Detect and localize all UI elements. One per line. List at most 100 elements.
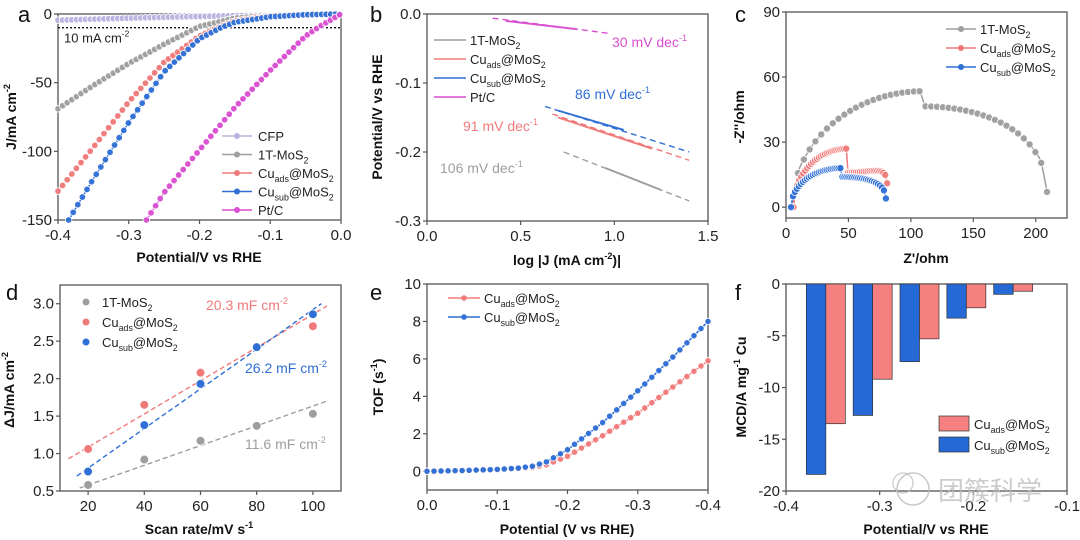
bar-sub_bar [946,283,967,319]
label-part: 106 mV dec [440,160,515,176]
data-point [195,367,206,378]
data-point [266,66,275,74]
data-point [811,137,820,146]
data-point [915,87,924,96]
y-tick-label: 1.0 [33,446,54,463]
y-tick-label: 4 [413,388,421,405]
data-point [627,393,635,401]
label-part: @MoS [501,71,541,86]
data-point [570,440,579,448]
series-sub [423,317,712,475]
data-point [786,203,795,212]
bar-ads_bar [919,283,940,340]
wechat-icon [896,472,930,506]
data-point [683,372,691,381]
label-part: 2 [148,303,153,313]
data-point [152,79,160,88]
label-part: 1T-MoS [102,295,148,310]
data-point [697,362,705,370]
label-part: Cu [980,60,997,75]
x-tick-label: -0.4 [773,498,799,515]
bar-ads_bar [825,283,846,425]
y-axis-label: TOF (s-1) [369,359,386,416]
data-point [151,202,160,210]
data-point [92,170,100,178]
y-tick-label: 60 [763,69,780,86]
label-sup: -1 [245,520,253,530]
data-point [137,84,145,93]
data-point [1037,158,1046,167]
y-tick-label: -50 [30,75,52,92]
legend-marker [82,338,90,346]
x-tick-label: -0.3 [625,497,651,514]
x-tick-label: 0 [782,225,790,242]
y-tick-label: 0 [772,199,780,216]
data-point [83,466,93,477]
series-mos2 [54,10,343,113]
data-point [68,170,76,178]
panel-f: -0.4 -0.3 -0.2 -0.10-5-10-15-20fCuads@MoS2C… [732,276,1080,537]
legend-label: Cuads@MoS2 [974,417,1050,435]
data-point [147,209,155,217]
y-tick-label: -10 [758,380,780,397]
label-part: 91 mV dec [463,118,530,134]
watermark: 团簇科学 [892,472,1042,506]
data-point [1043,187,1052,196]
data-point [101,155,110,164]
legend-swatch-marker [461,295,467,301]
label-part: ads [997,49,1012,59]
data-point [881,194,890,203]
label-part: 2 [1045,446,1050,456]
bar-ads_bar [1012,283,1034,292]
data-point [577,444,586,452]
legend-marker [82,298,90,306]
data-point [613,423,621,431]
tafel-slope-label: 30 mV dec-1 [612,33,687,50]
data-point [150,69,159,77]
data-point [230,104,238,113]
series-ads: 20.3 mF cm-2 [68,296,328,460]
tafel-line [557,116,653,150]
y-tick-label: 8 [413,313,421,330]
y-tick-label: 0 [413,463,421,480]
y-tick-label: 2 [413,426,421,443]
label-part: @MoS [515,310,555,325]
label-part: Cu [258,166,275,181]
fit-line [552,113,690,161]
label-part: Cu [980,41,997,56]
y-tick-label: 2.0 [33,371,54,388]
label-part: Pt/C [258,203,283,218]
label-part: J/mA cm [3,92,19,150]
y-tick-label: 30 [763,134,780,151]
x-tick-label: -0.4 [45,227,71,244]
panel-letter: c [735,2,746,27]
label-part: 2 [516,41,521,51]
panel-a: -0.4 -0.3 -0.2 -0.1 0.0 0 -50 -100 -150 a 10 mA cm… [2,2,351,265]
label-sup: -2 [0,352,10,360]
y-axis-label: J/mA cm-2 [2,84,19,150]
legend-label: Pt/C [470,90,495,105]
data-point [197,143,206,152]
data-point [842,144,851,153]
label-sup: -2 [319,359,327,369]
label-part: @MoS [1005,417,1045,432]
data-point [155,63,163,72]
label-part: 26.2 mF cm [245,360,319,376]
data-point [444,467,452,475]
data-point [805,145,814,154]
data-point [123,100,131,108]
x-axis-label: Z'/ohm [903,250,948,266]
data-point [179,165,187,174]
y-tick-label: 10 [404,276,421,293]
label-part: 2 [173,323,178,333]
panel-letter: e [370,280,382,305]
y-tick-label: -0.3 [395,213,421,230]
label-part: 2 [329,193,334,203]
x-tick-label: 80 [248,498,265,515]
y-tick-label: 0.5 [33,483,54,500]
data-point [64,216,73,224]
x-tick-label: 150 [961,225,986,242]
